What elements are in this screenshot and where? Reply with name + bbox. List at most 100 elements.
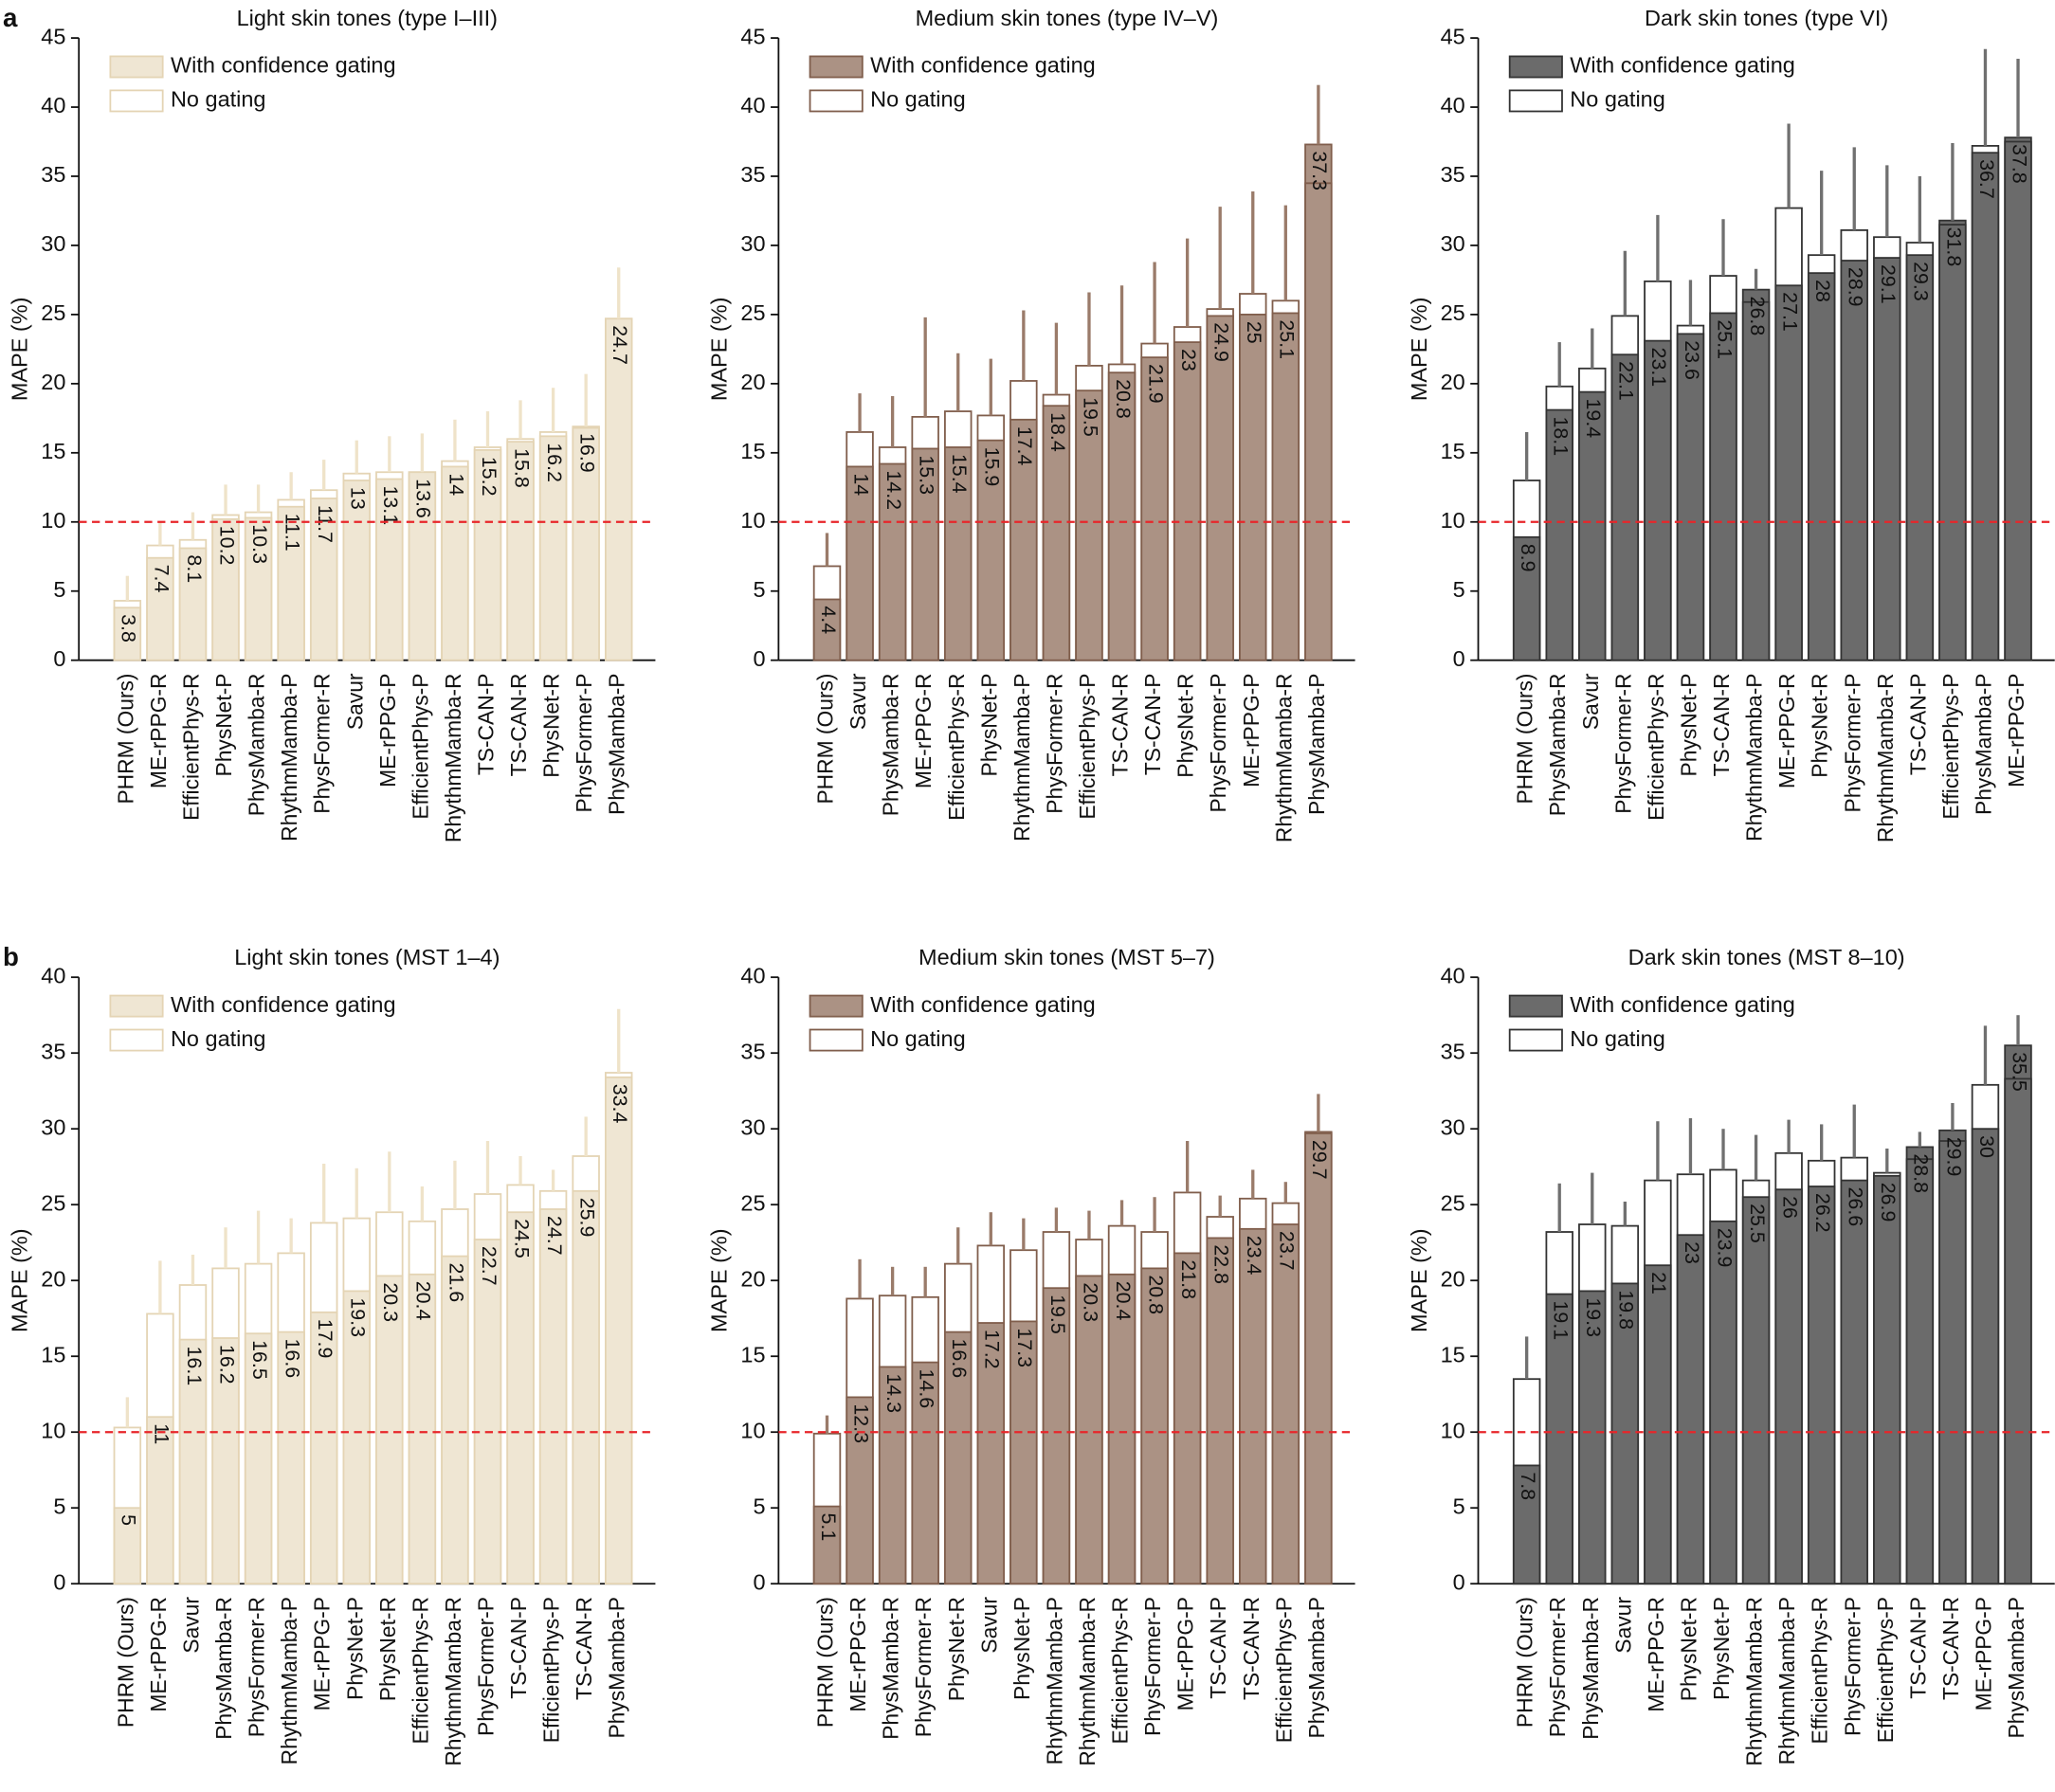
legend-label: With confidence gating	[171, 53, 396, 78]
x-tick-label: PhysNet-R	[1676, 1597, 1700, 1701]
x-tick-label: EfficientPhys-R	[1808, 1597, 1832, 1744]
x-tick-label: PhysNet-R	[375, 1597, 400, 1701]
value-label: 20.3	[379, 1282, 402, 1322]
gated-bar	[506, 441, 535, 661]
value-label: 29.1	[1877, 264, 1900, 304]
x-tick-label: EfficientPhys-P	[539, 1597, 564, 1743]
gated-bar	[1206, 315, 1234, 661]
value-label: 26.9	[1877, 1183, 1900, 1222]
value-label: 19.3	[1582, 1297, 1605, 1337]
chart-title: Dark skin tones (type VI)	[1645, 6, 1888, 30]
value-label: 15.3	[916, 455, 938, 495]
legend-swatch	[809, 1028, 864, 1052]
legend-swatch	[109, 1028, 164, 1052]
value-label: 37.8	[2008, 144, 2030, 184]
y-tick-label: 0	[53, 646, 65, 671]
value-label: 20.3	[1079, 1282, 1101, 1322]
y-tick-label: 0	[53, 1569, 65, 1594]
value-label: 7.4	[150, 565, 173, 593]
legend-label: No gating	[870, 1026, 966, 1051]
x-tick-label: ME-rPPG-R	[146, 1597, 171, 1712]
gated-bar	[878, 462, 907, 661]
gated-bar	[375, 478, 404, 661]
chart-title: Medium skin tones (type IV–V)	[916, 6, 1219, 30]
gated-bar	[113, 606, 142, 661]
x-tick-label: PhysNet-P	[976, 674, 1001, 777]
legend-label: No gating	[1570, 87, 1665, 112]
value-label: 16.1	[183, 1347, 206, 1386]
gated-bar	[1578, 1290, 1607, 1585]
y-tick-label: 30	[1441, 1114, 1465, 1139]
gated-bar	[473, 449, 502, 661]
y-tick-label: 40	[740, 963, 765, 987]
gated-bar	[1840, 1179, 1868, 1585]
y-tick-label: 10	[41, 1418, 65, 1442]
value-label: 22.8	[1210, 1244, 1233, 1284]
value-label: 19.4	[1582, 399, 1605, 439]
x-tick-label: PhysFormer-P	[572, 674, 596, 813]
gated-bar	[244, 1332, 273, 1585]
value-label: 10.3	[248, 524, 271, 564]
panel-label: a	[3, 3, 18, 32]
value-label: 14	[849, 473, 872, 496]
gated-bar	[538, 1208, 568, 1585]
y-tick-label: 35	[740, 1039, 765, 1063]
x-tick-label: EfficientPhys-R	[1108, 1597, 1133, 1744]
x-tick-label: RhythmMamba-R	[441, 1597, 465, 1766]
x-tick-label: TS-CAN-R	[1239, 1597, 1264, 1700]
gated-bar	[113, 1507, 142, 1585]
value-label: 31.8	[1942, 227, 1965, 267]
x-tick-label: ME-rPPG-R	[1774, 674, 1799, 789]
x-tick-label: RhythmMamba-P	[277, 1597, 301, 1765]
gated-bar	[1709, 312, 1737, 661]
gated-bar	[944, 1330, 973, 1585]
gated-bar	[812, 1505, 842, 1585]
x-tick-label: ME-rPPG-P	[1971, 1597, 1995, 1711]
value-label: 22.1	[1615, 361, 1638, 401]
gated-bar	[1938, 219, 1967, 661]
x-tick-label: RhythmMamba-P	[1742, 674, 1767, 842]
value-label: 29.9	[1942, 1137, 1965, 1177]
x-tick-label: Savur	[178, 1597, 203, 1654]
value-label: 8.9	[1517, 544, 1539, 572]
value-label: 24.7	[543, 1216, 566, 1256]
y-tick-label: 10	[1441, 508, 1465, 533]
value-label: 14.2	[882, 470, 905, 510]
gated-bar	[2004, 1044, 2032, 1585]
gated-bar	[1971, 1128, 2000, 1585]
value-label: 5	[118, 1514, 140, 1526]
y-tick-label: 5	[1453, 577, 1465, 602]
gated-bar	[1644, 339, 1672, 661]
value-label: 23	[1681, 1241, 1703, 1264]
value-label: 24.9	[1210, 322, 1233, 362]
gated-bar	[604, 1076, 633, 1585]
value-label: 11	[150, 1423, 173, 1444]
legend-swatch	[109, 89, 164, 113]
value-label: 25.5	[1746, 1204, 1769, 1243]
gated-bar	[1774, 284, 1803, 661]
x-tick-label: PhysFormer-R	[1545, 1597, 1570, 1737]
gated-bar	[473, 1239, 502, 1585]
y-tick-label: 5	[753, 1493, 765, 1518]
value-label: 21.8	[1177, 1259, 1200, 1299]
gated-bar	[976, 439, 1006, 661]
legend-swatch	[1508, 1028, 1563, 1052]
x-tick-label: EfficientPhys-R	[1644, 674, 1668, 821]
gated-bar	[1512, 1464, 1541, 1585]
gated-bar	[572, 1189, 600, 1585]
legend-swatch	[809, 55, 864, 79]
x-tick-label: PhysNet-P	[342, 1597, 367, 1700]
value-label: 5.1	[817, 1513, 840, 1542]
value-label: 25.9	[576, 1198, 599, 1238]
gated-bar	[1271, 1223, 1300, 1585]
gated-bar	[944, 446, 973, 661]
x-tick-label: PhysMamba-P	[2004, 1597, 2028, 1739]
x-tick-label: TS-CAN-P	[1140, 674, 1165, 776]
gated-bar	[1042, 1287, 1071, 1585]
x-tick-label: EfficientPhys-R	[408, 1597, 432, 1744]
value-label: 30	[1975, 1135, 1998, 1158]
gated-bar	[911, 1361, 939, 1585]
x-tick-label: RhythmMamba-P	[1009, 674, 1034, 842]
value-label: 33.4	[609, 1084, 631, 1124]
value-label: 11.7	[314, 505, 336, 543]
